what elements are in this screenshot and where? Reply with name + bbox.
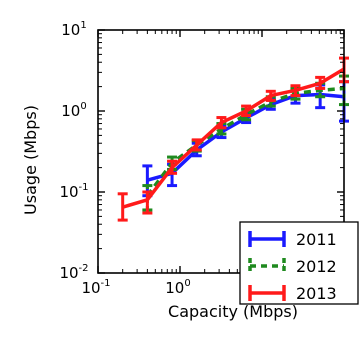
y-tick-exponent: -1 [79,182,89,193]
series-line [122,67,345,209]
y-tick-label: 10-1 [59,182,88,201]
error-bar [191,138,202,152]
y-tick-base: 10 [61,21,80,39]
y-tick-exponent: -2 [79,263,89,274]
series-2013 [117,56,349,222]
error-bar [241,104,252,117]
error-bar [265,89,276,102]
legend-label: 2012 [296,257,337,276]
legend-label: 2013 [296,284,337,303]
y-tick-base: 10 [61,102,80,120]
error-bar [216,116,227,130]
legend-symbol [248,258,286,274]
error-bar [142,190,153,215]
x-tick-label: 100 [165,278,190,297]
plot-frame [97,29,345,274]
series-2011 [142,80,349,198]
y-tick-base: 10 [59,264,78,282]
error-bar [167,159,178,175]
y-tick-label: 101 [61,20,86,39]
legend-symbol [248,285,286,301]
x-tick-label: 10-1 [81,278,110,297]
y-tick-base: 10 [59,183,78,201]
legend-symbol [248,231,286,247]
error-bar [315,75,326,90]
series-2012 [142,74,349,212]
legend-item-2011: 2011 [248,230,337,249]
y-tick-label: 100 [61,101,86,120]
legend-label: 2011 [296,230,337,249]
y-axis-label: Usage (Mbps) [21,105,40,215]
x-tick-exponent: -1 [101,278,111,289]
y-tick-exponent: 0 [80,101,86,112]
plot-series [117,56,349,222]
error-bar [290,84,301,98]
y-tick-exponent: 1 [80,20,86,31]
x-tick-exponent: 0 [184,278,190,289]
legend-item-2013: 2013 [248,284,337,303]
legend-box [239,221,359,305]
y-tick-label: 10-2 [59,263,88,282]
x-axis-label: Capacity (Mbps) [168,302,298,321]
legend-item-2012: 2012 [248,257,337,276]
series-line [145,86,345,197]
legend: 2011 2012 2013 [239,221,359,305]
x-tick-base: 10 [165,279,184,297]
error-bar [117,192,128,222]
x-tick-base: 10 [81,279,100,297]
